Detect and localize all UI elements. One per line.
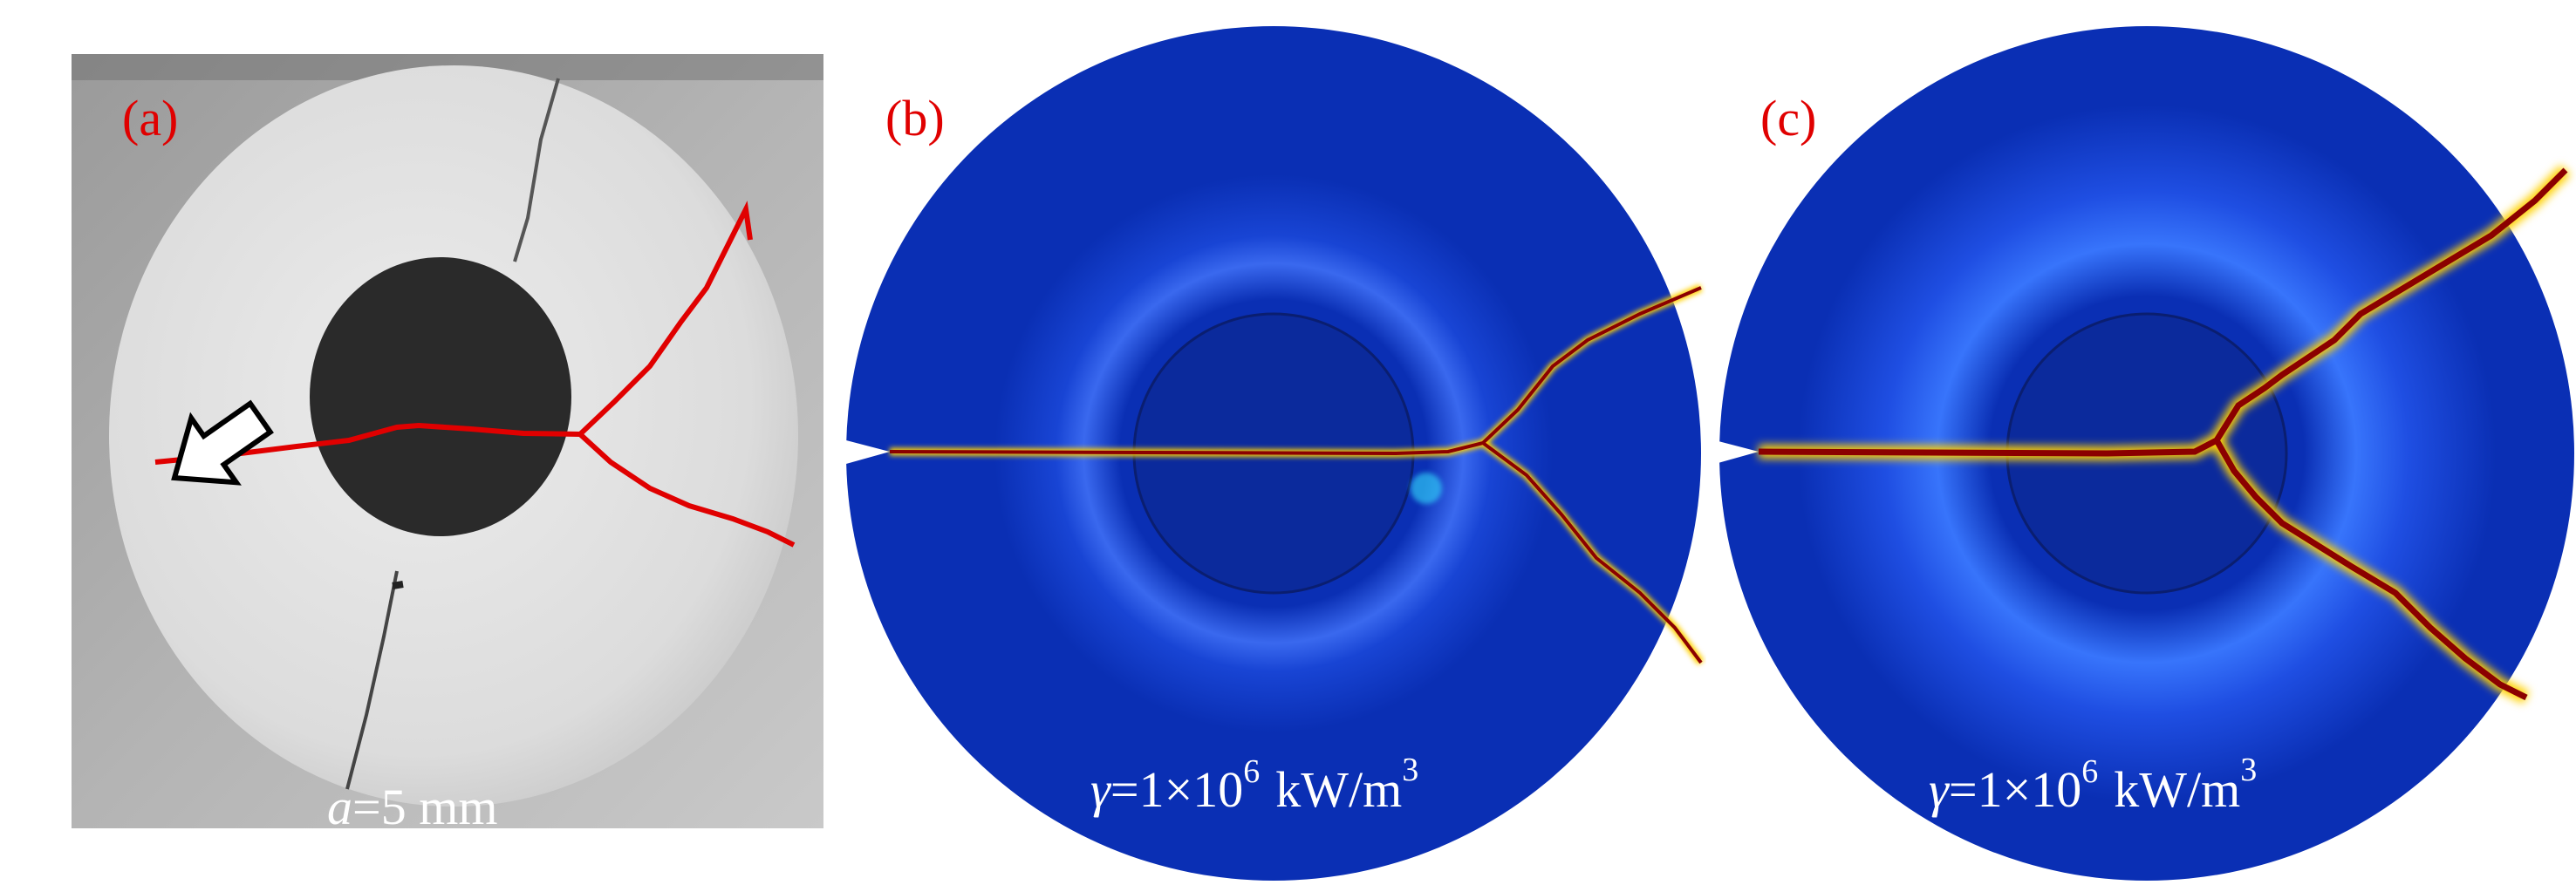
- caption-c: γ=1×106 kW/m3: [1929, 752, 2257, 818]
- notch-c: [1715, 440, 1759, 464]
- traced-crack-lower: [577, 432, 796, 548]
- crack-b: [889, 283, 1705, 665]
- traced-crack-main: [154, 422, 581, 465]
- panel-a: (a) a=5 mm: [0, 0, 837, 885]
- caption-b: γ=1×106 kW/m3: [1090, 752, 1418, 818]
- panel-label-b: (b): [885, 90, 945, 146]
- panel-c: (c) γ=1×106 kW/m3: [1706, 0, 2576, 885]
- central-hole: [310, 257, 571, 536]
- traced-crack-upper: [577, 201, 753, 437]
- panel-label-c: (c): [1760, 90, 1816, 146]
- simulation-c: (c) γ=1×106 kW/m3: [1715, 26, 2574, 881]
- panel-b: (b) γ=1×106 kW/m3: [837, 0, 1706, 885]
- simulation-b: (b) γ=1×106 kW/m3: [846, 26, 1705, 881]
- specimen-photo: (a) a=5 mm: [72, 54, 823, 835]
- caption-a: a=5 mm: [327, 779, 497, 835]
- panel-label-a: (a): [122, 90, 178, 146]
- notch-b: [846, 440, 890, 464]
- crack-c: [1758, 165, 2571, 705]
- arrow-icon: [171, 399, 274, 486]
